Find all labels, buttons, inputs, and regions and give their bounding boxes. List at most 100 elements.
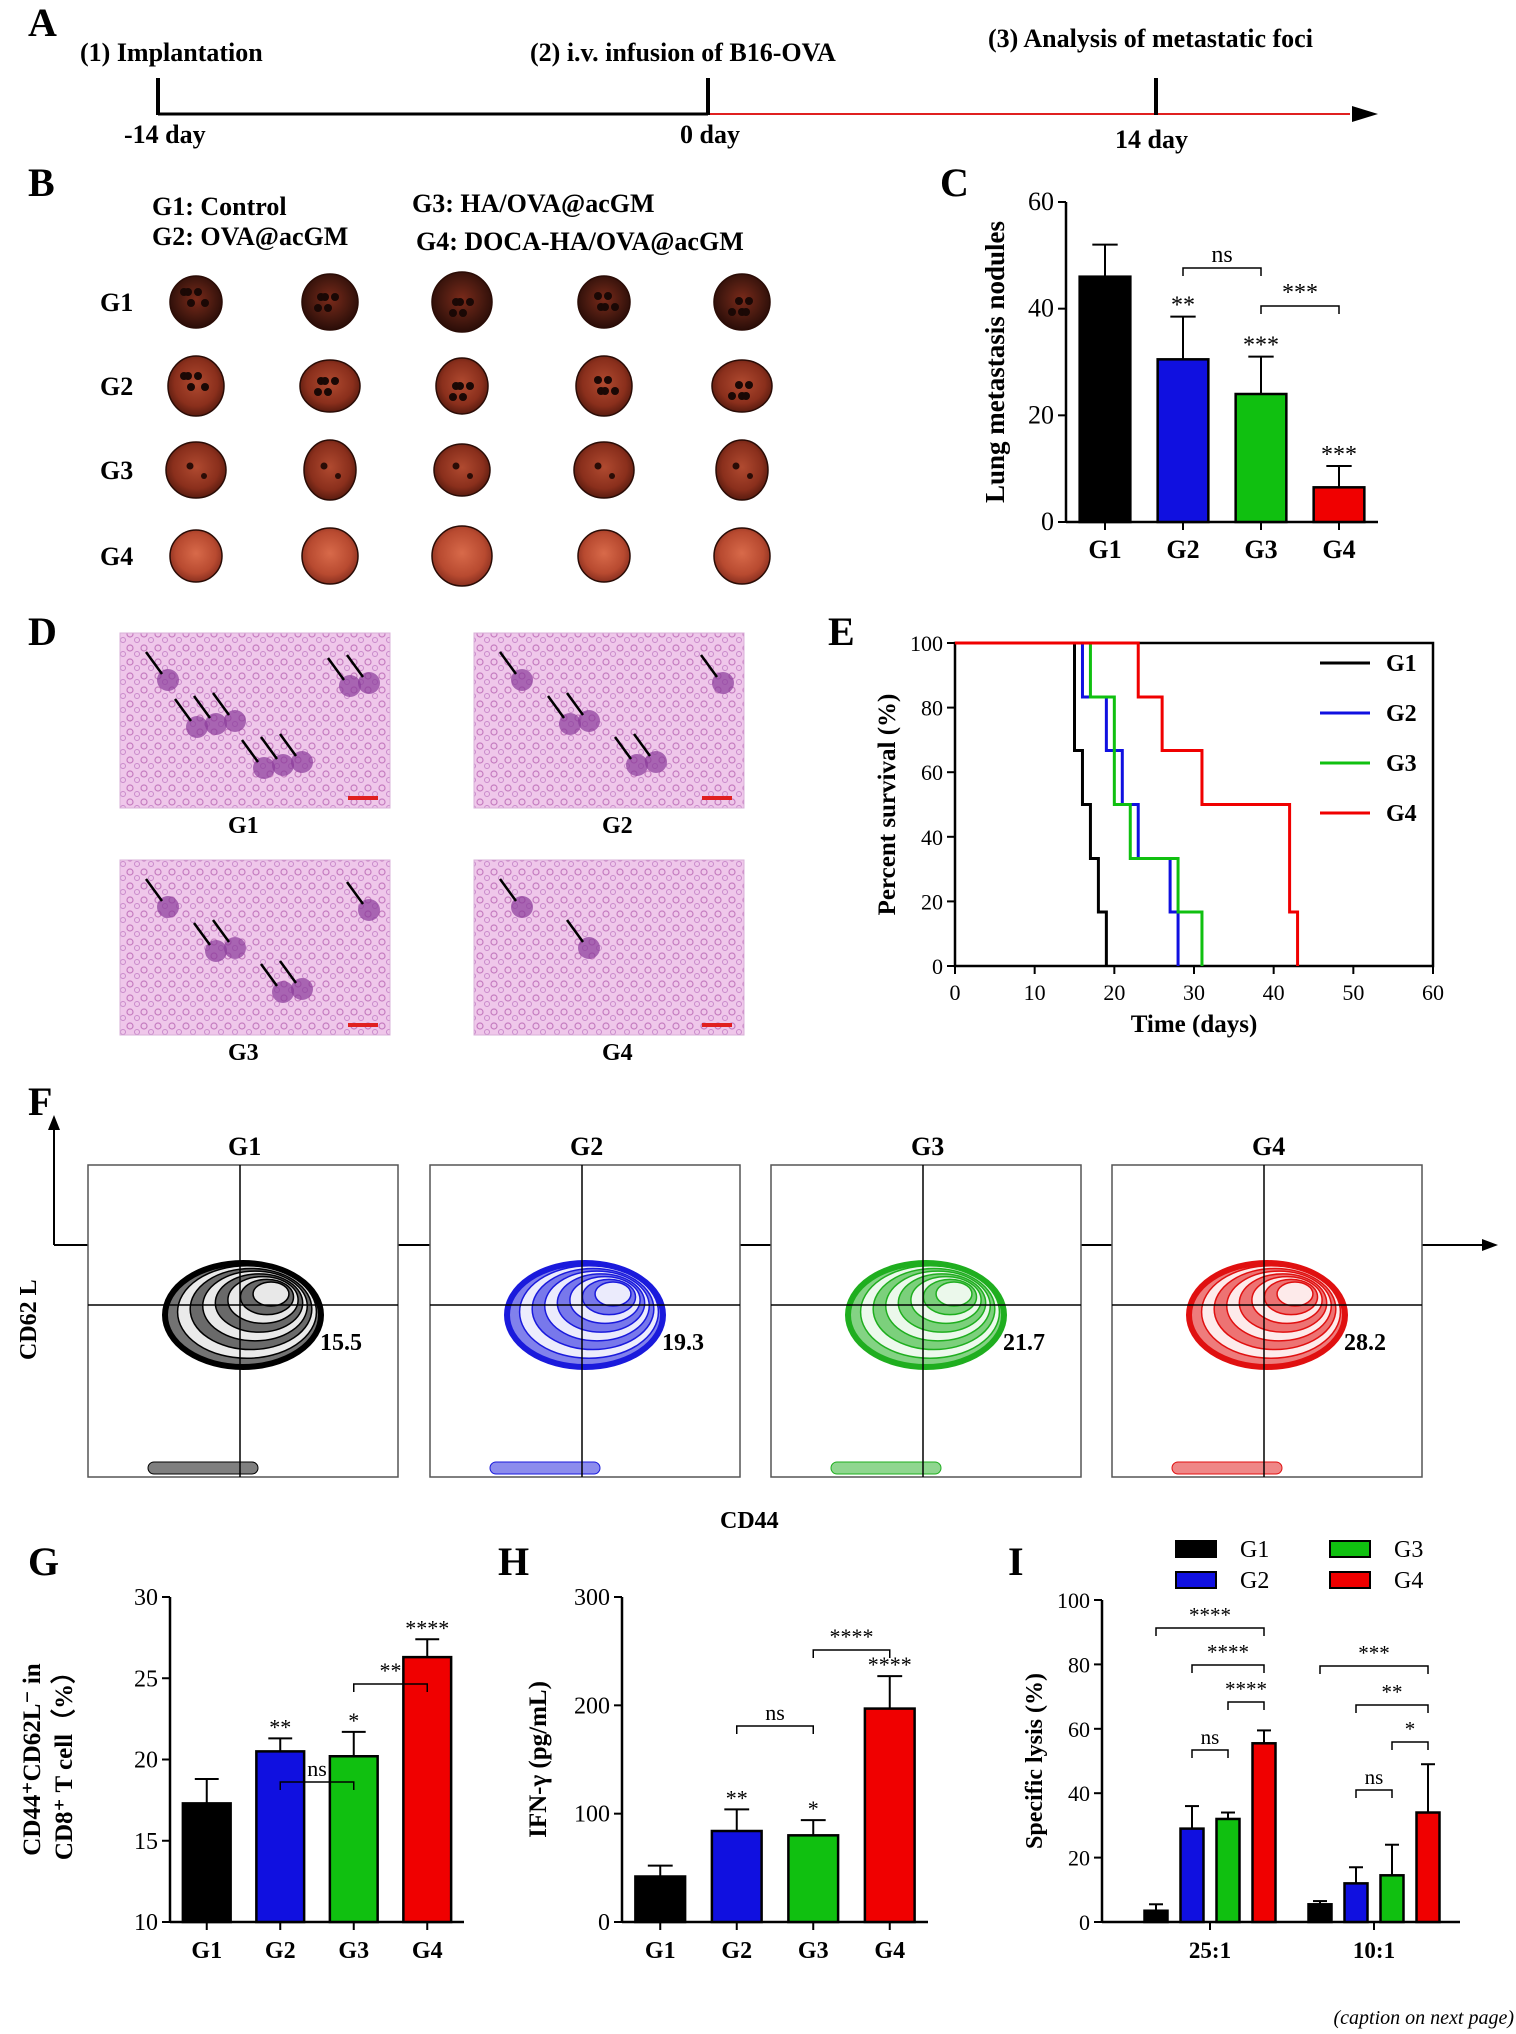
significance-stars: * xyxy=(808,1796,819,1821)
metastatic-spot xyxy=(335,473,341,479)
histology-label-g1: G1 xyxy=(228,813,259,839)
y-tick-label: 100 xyxy=(574,1802,610,1828)
timeline-day-2: 0 day xyxy=(680,120,740,149)
significance-bracket xyxy=(279,1781,355,1790)
plot-frame xyxy=(953,641,1435,968)
metastatic-spot xyxy=(194,372,202,380)
metastatic-spot xyxy=(324,304,332,312)
x-tick-label: 10 xyxy=(1024,980,1046,1005)
y-tick-label: 20 xyxy=(1068,1846,1090,1871)
lung-photo-g1-4 xyxy=(577,275,631,329)
significance-label: **** xyxy=(1225,1677,1267,1701)
significance-bracket xyxy=(1260,305,1340,314)
metastatic-spot xyxy=(594,462,602,470)
flow-x-arrow-head xyxy=(1482,1239,1498,1251)
significance-bracket xyxy=(353,1683,428,1692)
lung-photo-g3-1 xyxy=(165,441,227,499)
lung-row-label-g4: G4 xyxy=(100,542,133,571)
bar-g3 xyxy=(787,1834,840,1924)
lung-row-label-g2: G2 xyxy=(100,372,133,401)
significance-stars: ** xyxy=(1171,293,1195,319)
metastatic-spot xyxy=(314,388,322,396)
significance-bracket xyxy=(1227,1701,1265,1710)
lung-photo-g2-2 xyxy=(299,359,361,413)
lower-population xyxy=(147,1461,259,1475)
lung-photo-g3-4 xyxy=(573,441,635,499)
metastatic-spot xyxy=(186,462,194,470)
legend-swatch-g4 xyxy=(1329,1571,1371,1589)
x-tick-label: G3 xyxy=(1244,535,1277,564)
legend-swatch-g3 xyxy=(1329,1540,1371,1558)
metastatic-spot xyxy=(728,308,736,316)
y-axis-label: Specific lysis (%) xyxy=(1022,1673,1048,1849)
y-tick-label: 40 xyxy=(921,825,943,850)
metastatic-spot xyxy=(184,372,192,380)
x-tick-label: 60 xyxy=(1422,980,1444,1005)
y-axis-label-line1: CD44⁺CD62L⁻ in xyxy=(19,1663,46,1855)
arrow-icon xyxy=(345,654,365,678)
significance-label: **** xyxy=(830,1624,874,1649)
flow-panel-title: G4 xyxy=(1252,1132,1285,1161)
arrow-icon xyxy=(278,960,298,984)
metastatic-spot xyxy=(456,382,464,390)
legend-g1: G1: Control xyxy=(152,192,287,221)
metastatic-spot xyxy=(449,309,457,317)
significance-bracket xyxy=(812,1649,891,1658)
panel-a-timeline: (1) Implantation (2) i.v. infusion of B1… xyxy=(80,24,1378,154)
bar-g4-1 xyxy=(1415,1811,1441,1924)
significance-stars: ** xyxy=(269,1714,291,1739)
y-tick-label: 0 xyxy=(1079,1910,1090,1935)
tumor-focus xyxy=(511,896,533,918)
metastatic-spot xyxy=(732,462,740,470)
flow-panel-g1: G1 15.5 xyxy=(87,1132,399,1478)
flow-y-arrow-head xyxy=(48,1115,60,1130)
significance-label: ** xyxy=(1382,1680,1403,1704)
arrow-icon xyxy=(498,878,518,902)
bar-g3-0 xyxy=(1215,1817,1241,1924)
x-tick-label: 40 xyxy=(1263,980,1285,1005)
arrow-icon xyxy=(144,651,164,675)
metastatic-spot xyxy=(742,392,750,400)
tumor-focus xyxy=(224,710,246,732)
bar-g2-0 xyxy=(1179,1827,1205,1924)
metastatic-spot xyxy=(201,383,209,391)
panel-letter-f: F xyxy=(28,1079,52,1124)
metastatic-spot xyxy=(459,393,467,401)
survival-line-g1 xyxy=(955,641,1108,966)
tumor-focus xyxy=(205,713,227,735)
tumor-focus xyxy=(186,716,208,738)
arrow-icon xyxy=(345,881,365,905)
tumor-focus xyxy=(559,713,581,735)
metastatic-spot xyxy=(611,303,619,311)
bar-g4 xyxy=(1312,486,1366,524)
tumor-focus xyxy=(224,937,246,959)
metastatic-spot xyxy=(594,292,602,300)
metastatic-spot xyxy=(466,298,474,306)
caption-note: (caption on next page) xyxy=(1333,2007,1515,2029)
histology-label-g3: G3 xyxy=(228,1040,259,1066)
x-tick-label: G2 xyxy=(265,1938,296,1964)
significance-bracket xyxy=(1355,1704,1429,1713)
tumor-focus xyxy=(578,710,600,732)
legend-label-g1: G1 xyxy=(1386,651,1417,677)
bar-g2 xyxy=(1156,358,1210,524)
y-tick-label: 60 xyxy=(1068,1717,1090,1742)
survival-line-g4 xyxy=(955,641,1300,966)
metastatic-spot xyxy=(604,376,612,384)
x-tick-label: 20 xyxy=(1103,980,1125,1005)
metastatic-spot xyxy=(742,308,750,316)
y-tick-label: 60 xyxy=(921,760,943,785)
panel-e-survival-chart: 0 20 40 60 80 100 0 10 20 30 40 50 60 Time (days) Perc… xyxy=(874,631,1444,1038)
flow-panel-title: G3 xyxy=(911,1132,944,1161)
significance-bracket xyxy=(1355,1789,1393,1798)
lung-photo-g1-1 xyxy=(169,275,223,329)
metastatic-spot xyxy=(735,381,743,389)
tumor-focus xyxy=(712,672,734,694)
panel-f-flow-cytometry: CD62 L CD44 G1 15.5 G2 19.3 G3 21.7 G4 28.2 xyxy=(16,1115,1498,1534)
flow-panel-title: G1 xyxy=(228,1132,261,1161)
metastatic-spot xyxy=(194,288,202,296)
histology-image-g2 xyxy=(473,632,745,809)
metastatic-spot xyxy=(609,473,615,479)
